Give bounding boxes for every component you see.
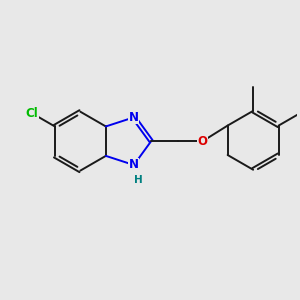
Text: O: O [198, 135, 208, 148]
Text: N: N [129, 158, 139, 172]
Text: H: H [134, 176, 143, 185]
Text: Cl: Cl [26, 107, 38, 120]
Text: N: N [129, 111, 139, 124]
